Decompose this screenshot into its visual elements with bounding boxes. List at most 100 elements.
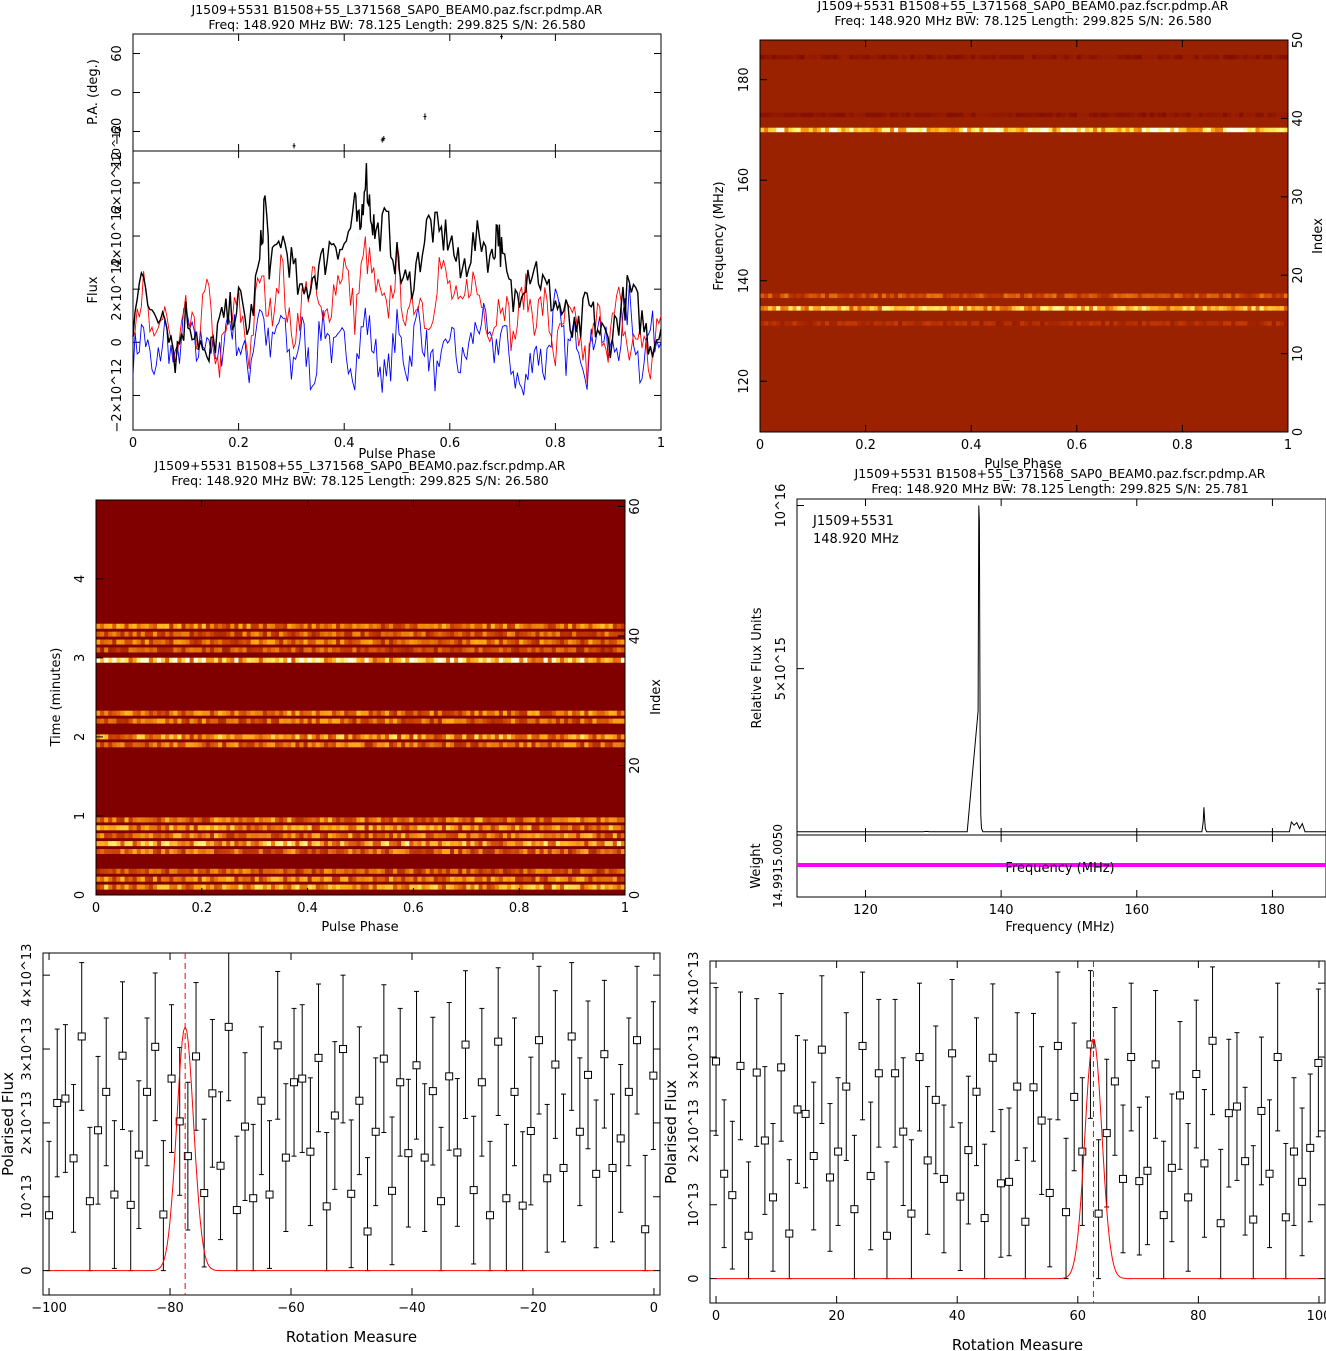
freq-phase-cell xyxy=(1048,54,1053,60)
time-phase-cell xyxy=(376,849,382,855)
freq-phase-cell xyxy=(1190,293,1196,299)
time-phase-cell xyxy=(368,631,374,637)
freq-phase-cell xyxy=(1125,293,1131,299)
freq-phase-cell xyxy=(1223,127,1228,133)
time-phase-cell xyxy=(413,734,418,740)
time-phase-cell xyxy=(209,849,215,855)
freq-phase-cell xyxy=(959,306,964,311)
time-phase-cell xyxy=(348,631,353,637)
time-phase-cell xyxy=(299,884,305,890)
freq-phase-cell xyxy=(792,54,798,60)
time-phase-cell xyxy=(596,833,602,839)
time-phase-cell xyxy=(360,631,366,637)
freq-phase-cell xyxy=(1153,54,1159,60)
rm-pos-point xyxy=(1102,1129,1111,1138)
time-phase-cell xyxy=(523,817,528,823)
time-phase-cell xyxy=(458,742,463,748)
time-phase-cell xyxy=(478,734,484,740)
rm-pos-point xyxy=(842,1082,851,1091)
time-phase-cell xyxy=(450,849,455,855)
time-phase-cell xyxy=(620,817,626,823)
time-phase-cell xyxy=(173,647,178,653)
time-phase-cell xyxy=(417,876,423,882)
freq-phase-cell xyxy=(776,306,781,311)
time-phase-cell xyxy=(364,734,370,740)
time-phase-cell xyxy=(604,710,610,716)
time-phase-cell xyxy=(584,631,589,637)
freq-phase-cell xyxy=(1194,127,1200,133)
freq-phase-cell xyxy=(918,127,923,133)
time-phase-cell xyxy=(360,710,366,716)
time-phase-cell xyxy=(319,710,325,716)
time-phase-cell xyxy=(104,623,109,629)
time-phase-y-tick-label: 0 xyxy=(73,891,88,899)
time-phase-cell xyxy=(104,841,109,847)
time-phase-cell xyxy=(100,710,105,716)
freq-phase-cell xyxy=(910,306,915,311)
weight-x-tick-label: 140 xyxy=(989,903,1014,918)
time-phase-cell xyxy=(148,657,154,663)
freq-phase-cell xyxy=(1072,321,1078,326)
freq-phase-cell xyxy=(1251,306,1257,311)
time-phase-cell xyxy=(600,849,606,855)
freq-phase-cell xyxy=(1170,293,1175,299)
freq-phase-cell xyxy=(841,54,846,60)
freq-phase-cell xyxy=(889,127,895,133)
time-phase-cell xyxy=(368,657,374,663)
time-phase-cell xyxy=(279,639,284,645)
time-phase-cell xyxy=(128,817,134,823)
rm-neg-y-tick-label: 4×10^13 xyxy=(20,944,35,1007)
time-phase-cell xyxy=(303,631,309,637)
time-phase-cell xyxy=(393,647,398,653)
time-phase-cell xyxy=(226,657,231,663)
time-phase-cell xyxy=(498,718,504,724)
freq-phase-cell xyxy=(857,321,863,326)
freq-phase-cell xyxy=(1011,293,1017,299)
freq-phase-cell xyxy=(1158,127,1163,133)
freq-phase-cell xyxy=(1223,321,1228,326)
time-phase-cell xyxy=(506,734,512,740)
time-phase-cell xyxy=(344,657,349,663)
time-phase-cell xyxy=(466,710,471,716)
freq-phase-cell xyxy=(910,127,915,133)
time-phase-cell xyxy=(368,639,374,645)
time-phase-cell xyxy=(120,876,125,882)
time-phase-cell xyxy=(193,647,199,653)
time-phase-cell xyxy=(372,849,378,855)
freq-phase-cell xyxy=(853,127,858,133)
time-phase-cell xyxy=(169,825,174,831)
time-phase-cell xyxy=(344,833,349,839)
freq-phase-cell xyxy=(857,306,863,311)
time-phase-cell xyxy=(230,742,235,748)
time-phase-cell xyxy=(555,734,561,740)
time-phase-cell xyxy=(470,657,475,663)
time-phase-cell xyxy=(315,833,321,839)
freq-phase-cell xyxy=(983,127,988,133)
time-phase-cell xyxy=(380,623,386,629)
freq-phase-cell xyxy=(1028,112,1033,118)
time-phase-cell xyxy=(425,849,431,855)
rm-neg-point xyxy=(306,1147,315,1156)
time-phase-cell xyxy=(144,639,150,645)
time-phase-cell xyxy=(287,657,292,663)
time-phase-cell xyxy=(356,623,361,629)
freq-phase-cell xyxy=(1174,321,1179,326)
freq-phase-cell xyxy=(1194,321,1200,326)
time-phase-cell xyxy=(311,710,317,716)
time-phase-cell xyxy=(535,631,541,637)
time-phase-cell xyxy=(157,734,162,740)
freq-phase-cell xyxy=(1068,306,1074,311)
time-phase-cell xyxy=(368,884,374,890)
time-phase-cell xyxy=(441,710,447,716)
time-phase-cell xyxy=(226,647,231,653)
time-phase-cell xyxy=(279,623,284,629)
freq-phase-cell xyxy=(898,127,903,133)
freq-phase-cell xyxy=(934,306,940,311)
time-phase-cell xyxy=(433,868,439,874)
time-phase-cell xyxy=(124,884,130,890)
time-phase-cell xyxy=(372,841,378,847)
time-phase-cell xyxy=(222,710,227,716)
time-phase-cell xyxy=(295,710,300,716)
time-phase-cell xyxy=(173,868,178,874)
time-phase-cell xyxy=(132,742,138,748)
